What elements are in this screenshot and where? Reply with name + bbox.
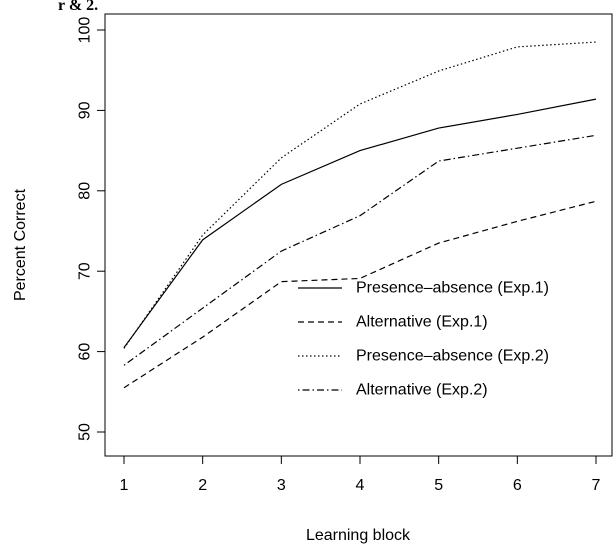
x-tick-label: 6 bbox=[513, 477, 522, 494]
legend-label-4: Alternative (Exp.2) bbox=[356, 382, 488, 399]
y-tick-label: 100 bbox=[77, 17, 94, 44]
x-tick-label: 1 bbox=[120, 477, 129, 494]
y-tick-label: 50 bbox=[77, 423, 94, 441]
y-axis-label: Percent Correct bbox=[12, 188, 29, 301]
legend-label-1: Presence–absence (Exp.1) bbox=[356, 280, 549, 297]
y-axis: 50 60 70 80 90 100 bbox=[77, 17, 106, 441]
series-layer bbox=[123, 41, 597, 389]
y-tick-label: 60 bbox=[77, 343, 94, 361]
legend: Presence–absence (Exp.1) Alternative (Exp… bbox=[298, 280, 549, 399]
series-line-3 bbox=[123, 41, 597, 349]
series-line-2 bbox=[123, 200, 597, 389]
legend-label-2: Alternative (Exp.1) bbox=[356, 314, 488, 331]
legend-label-3: Presence–absence (Exp.2) bbox=[356, 348, 549, 365]
top-text-fragment: r & 2. bbox=[58, 0, 98, 14]
series-line-4 bbox=[123, 134, 597, 366]
y-tick-label: 80 bbox=[77, 182, 94, 200]
x-tick-label: 4 bbox=[356, 477, 365, 494]
x-tick-label: 5 bbox=[434, 477, 443, 494]
series-line-1 bbox=[123, 98, 597, 348]
y-tick-label: 70 bbox=[77, 262, 94, 280]
y-tick-label: 90 bbox=[77, 101, 94, 119]
x-tick-label: 3 bbox=[277, 477, 286, 494]
x-axis-label: Learning block bbox=[306, 527, 411, 544]
x-tick-label: 7 bbox=[592, 477, 601, 494]
x-axis: 1 2 3 4 5 6 7 bbox=[120, 455, 601, 494]
x-tick-label: 2 bbox=[198, 477, 207, 494]
